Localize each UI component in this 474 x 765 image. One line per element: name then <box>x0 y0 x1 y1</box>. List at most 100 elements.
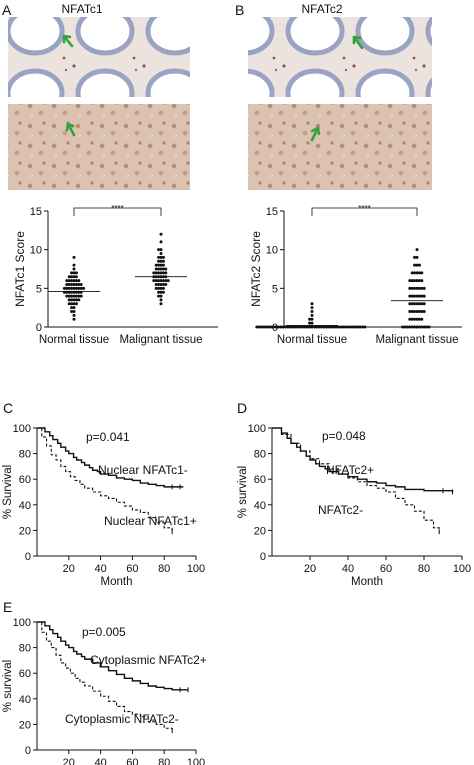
data-point <box>70 302 74 306</box>
y-tick-label: 15 <box>30 206 42 218</box>
data-point <box>72 317 76 321</box>
p-value-label: p=0.048 <box>322 429 366 443</box>
data-point <box>70 306 74 310</box>
data-point <box>159 252 163 256</box>
data-point <box>159 279 163 283</box>
data-point <box>67 302 71 306</box>
y-tick-label: 100 <box>248 423 266 435</box>
data-point <box>154 271 158 275</box>
x-tick-label: 20 <box>304 563 316 575</box>
significance-bracket <box>73 207 162 216</box>
data-point <box>77 286 81 290</box>
data-point <box>159 248 163 252</box>
data-point <box>413 310 417 314</box>
data-point <box>67 275 71 279</box>
data-point <box>70 271 74 275</box>
data-point <box>74 294 78 298</box>
data-point <box>332 325 336 329</box>
data-point <box>401 325 405 329</box>
panel-b: B NFATc2 <box>235 2 432 190</box>
data-point <box>67 286 71 290</box>
data-point <box>286 325 290 329</box>
data-point <box>415 263 419 267</box>
data-point <box>410 279 414 283</box>
data-point <box>417 263 421 267</box>
y-axis-label: % Survival <box>2 465 14 519</box>
x-axis-label: Month <box>351 576 383 588</box>
normal-tissue-ihc-image-b <box>248 17 432 97</box>
arrow-icon <box>65 122 76 137</box>
data-point <box>72 294 76 298</box>
data-point <box>159 298 163 302</box>
data-point <box>159 271 163 275</box>
data-point <box>164 279 168 283</box>
data-point <box>410 271 414 275</box>
data-point <box>72 310 76 314</box>
data-point <box>72 275 76 279</box>
y-tick-label: 40 <box>19 694 31 706</box>
y-tick-label: 20 <box>19 719 31 731</box>
x-tick-label: 80 <box>158 757 170 765</box>
x-tick-label: 100 <box>187 563 205 575</box>
data-point <box>415 286 419 290</box>
data-point <box>293 325 297 329</box>
panel-a: A NFATc1 <box>2 2 190 190</box>
charts: 0 5 10 15 NFATc1 Score Normal tissue Malignant… <box>2 204 471 765</box>
panel-letter-e: E <box>3 599 12 615</box>
data-point <box>408 294 412 298</box>
significance-label: **** <box>111 204 123 213</box>
data-point <box>264 325 268 329</box>
data-point <box>262 325 266 329</box>
data-point <box>315 325 319 329</box>
data-point <box>154 282 158 286</box>
data-point <box>161 267 165 271</box>
y-tick-label: 100 <box>13 617 31 629</box>
data-point <box>161 286 165 290</box>
data-point <box>159 282 163 286</box>
data-point <box>310 302 314 306</box>
data-point <box>157 282 161 286</box>
data-point <box>420 279 424 283</box>
x-tick-label: 100 <box>453 563 471 575</box>
y-tick-label: 10 <box>30 245 42 257</box>
data-point <box>152 271 156 275</box>
data-point <box>161 263 165 267</box>
data-point <box>346 325 350 329</box>
data-point <box>70 310 74 314</box>
data-point <box>269 325 273 329</box>
data-point <box>67 298 71 302</box>
data-point <box>72 271 76 275</box>
data-point <box>410 286 414 290</box>
data-point <box>420 317 424 321</box>
data-point <box>74 282 78 286</box>
data-point <box>159 286 163 290</box>
data-point <box>310 310 314 314</box>
data-point <box>288 325 292 329</box>
data-point <box>425 325 429 329</box>
y-tick-label: 0 <box>36 322 42 334</box>
series-label: Nuclear NFATc1+ <box>104 514 197 528</box>
data-point <box>154 286 158 290</box>
x-category-label: Normal tissue <box>277 334 347 346</box>
data-point <box>308 325 312 329</box>
data-point <box>420 310 424 314</box>
data-point <box>303 325 307 329</box>
data-point <box>72 267 76 271</box>
data-point <box>417 302 421 306</box>
data-point <box>320 325 324 329</box>
data-point <box>356 325 360 329</box>
data-point <box>408 325 412 329</box>
data-point <box>420 302 424 306</box>
data-point <box>417 310 421 314</box>
data-point <box>300 325 304 329</box>
data-point <box>413 255 417 259</box>
data-point <box>159 263 163 267</box>
data-point <box>159 302 163 306</box>
series-label: Cytoplasmic NFATc2- <box>65 712 179 726</box>
y-tick-label: 0 <box>25 745 31 757</box>
data-point <box>417 279 421 283</box>
data-point <box>72 306 76 310</box>
data-point <box>408 310 412 314</box>
data-point <box>413 279 417 283</box>
